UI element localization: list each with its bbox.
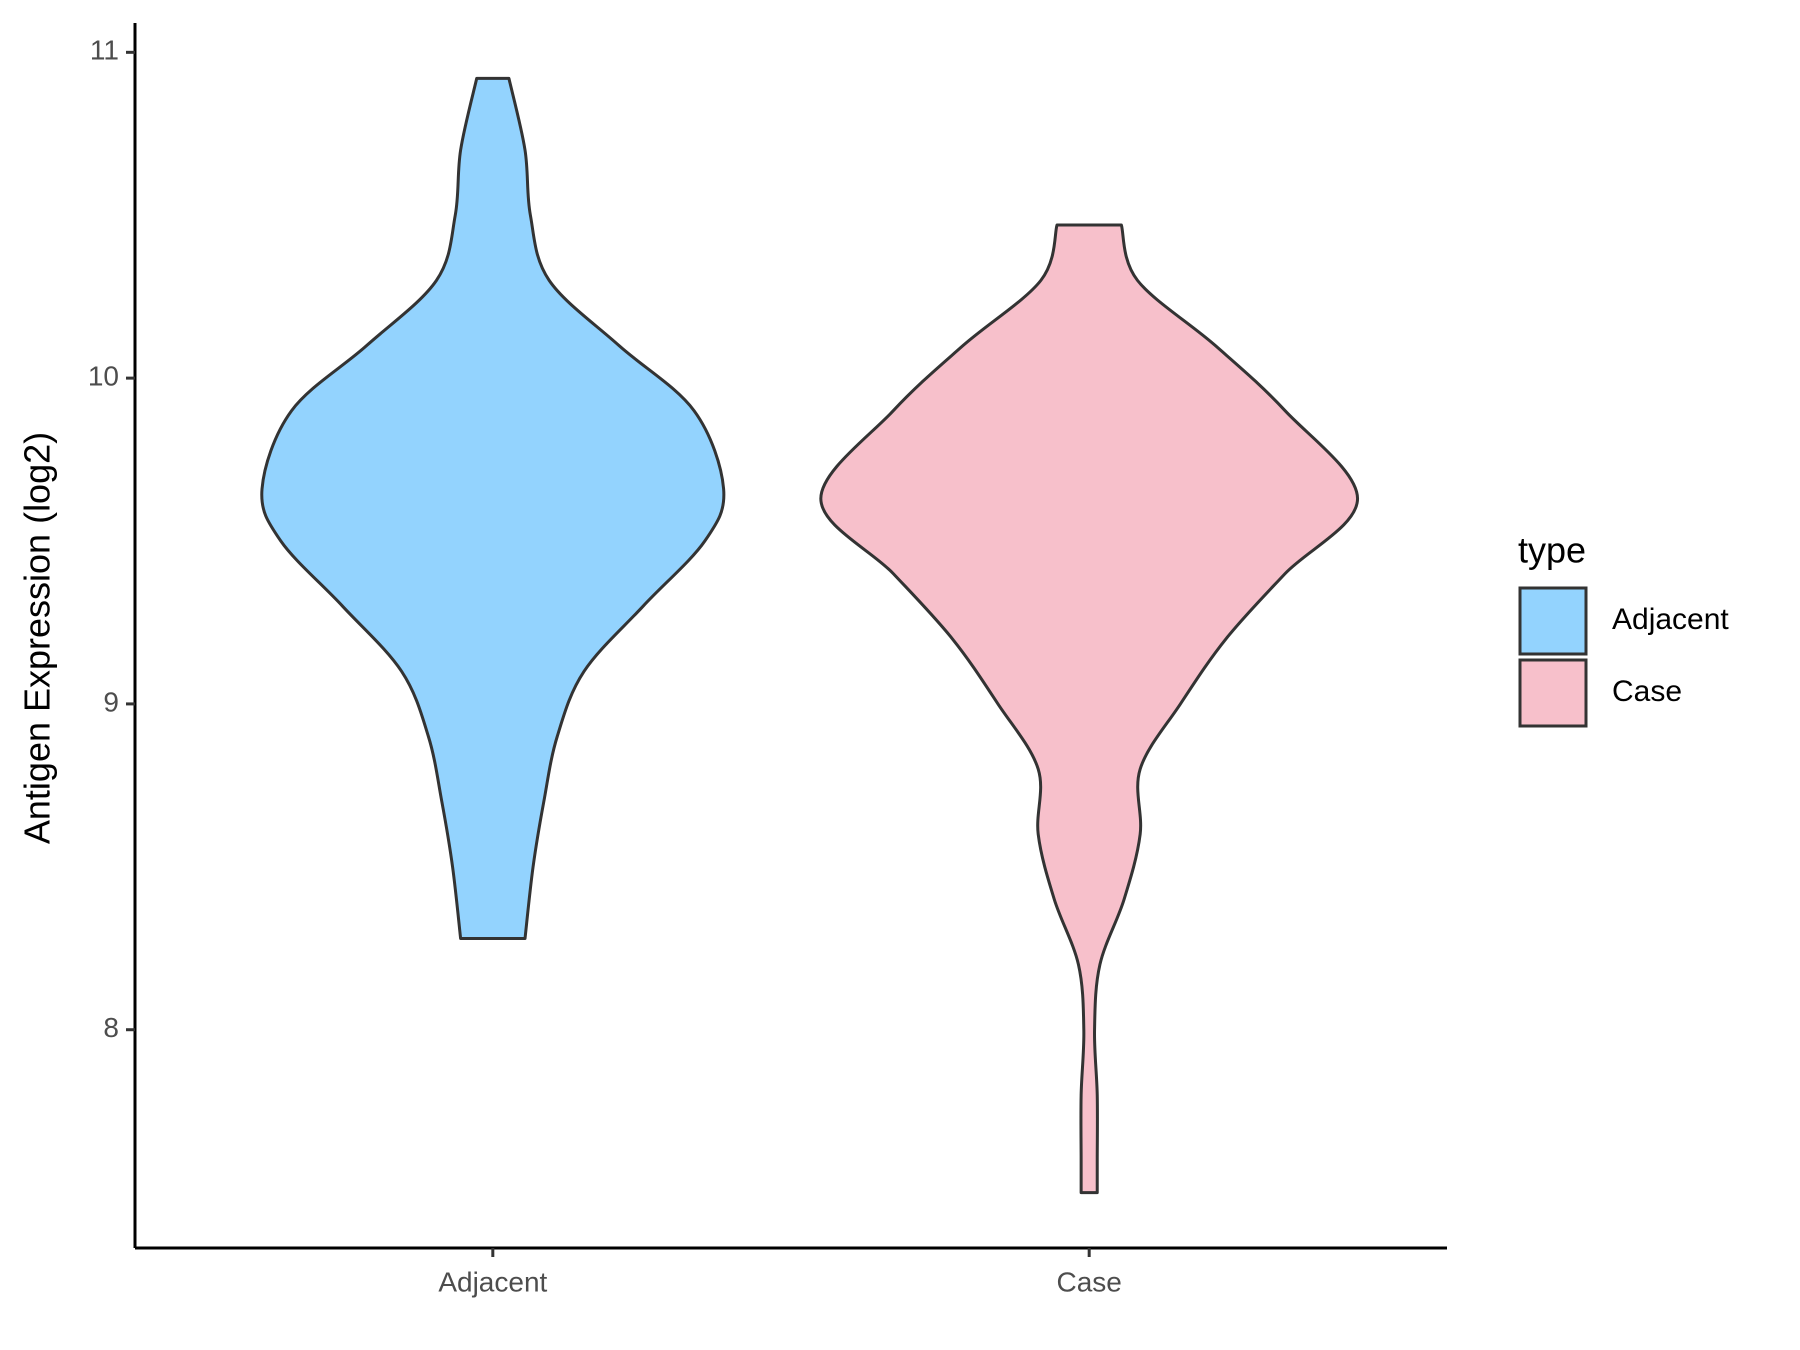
y-tick-label: 9 [103, 686, 119, 717]
y-tick-label: 11 [90, 35, 119, 66]
legend-label: Adjacent [1612, 603, 1729, 636]
y-tick-label: 8 [103, 1012, 119, 1043]
legend-label: Case [1612, 675, 1682, 708]
y-axis-title: Antigen Expression (log2) [17, 432, 58, 844]
x-tick-label: Adjacent [438, 1266, 547, 1297]
legend-title: type [1518, 530, 1586, 571]
violin [260, 76, 726, 940]
violin [819, 223, 1360, 1195]
legend-key [1518, 658, 1588, 728]
x-tick-label: Case [1056, 1266, 1121, 1297]
legend-key [1518, 586, 1588, 656]
y-tick-label: 10 [88, 361, 119, 392]
